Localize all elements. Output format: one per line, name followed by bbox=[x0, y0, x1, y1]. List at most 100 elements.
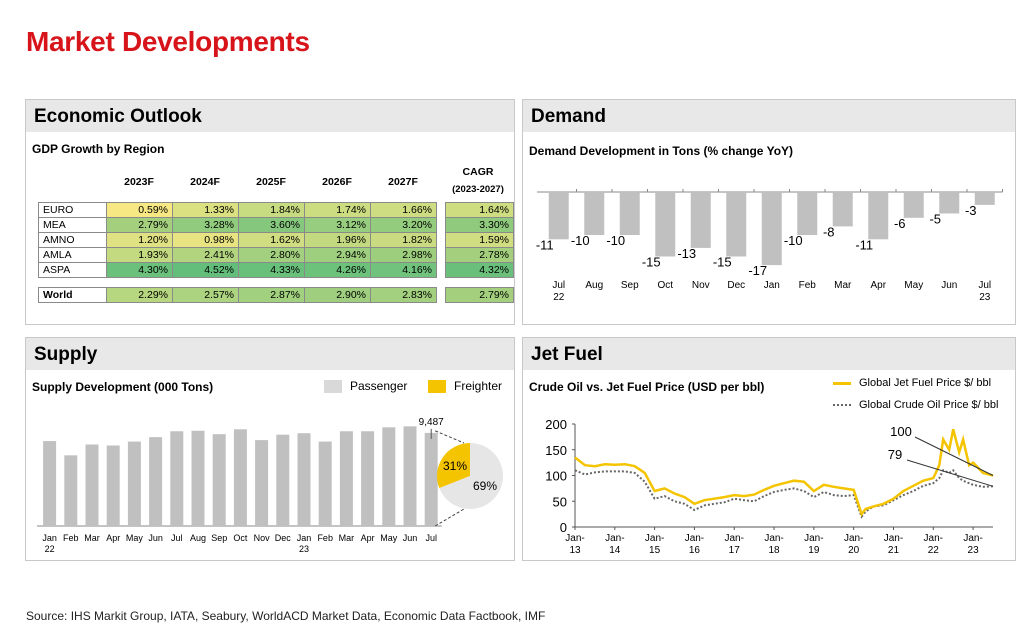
demand-value-label: -10 bbox=[571, 233, 590, 248]
demand-bar bbox=[619, 192, 640, 235]
gdp-region-label: AMNO bbox=[38, 232, 107, 248]
demand-value-label: -10 bbox=[606, 233, 625, 248]
jet-fuel-swatch bbox=[833, 381, 851, 385]
supply-category-label: Feb bbox=[317, 533, 333, 543]
gdp-row: ASPA 4.30% 4.52% 4.33% 4.26% 4.16% 4.32% bbox=[38, 262, 514, 278]
gdp-cagr-cell: 4.32% bbox=[445, 262, 514, 278]
jet-x-tick-label: 20 bbox=[848, 545, 860, 556]
gdp-cell: 1.20% bbox=[106, 232, 173, 248]
jet-x-tick-label: 15 bbox=[649, 545, 661, 556]
jet-annotation-label: 100 bbox=[890, 424, 912, 439]
jet-x-tick-label: 16 bbox=[689, 545, 701, 556]
demand-category-label: Jul bbox=[978, 280, 991, 291]
demand-value-label: -11 bbox=[536, 237, 554, 252]
gdp-region-label: ASPA bbox=[38, 262, 107, 278]
jet-x-tick-label: Jan- bbox=[844, 533, 863, 544]
gdp-cell: 2.98% bbox=[370, 247, 437, 263]
gdp-subtitle: GDP Growth by Region bbox=[32, 142, 165, 156]
pie-slice-freighter bbox=[437, 443, 470, 489]
gdp-cell: 2.80% bbox=[238, 247, 305, 263]
gdp-gap-row bbox=[38, 277, 514, 288]
gdp-cell: 4.33% bbox=[238, 262, 305, 278]
gdp-region-label: EURO bbox=[38, 202, 107, 218]
gdp-cell: 2.87% bbox=[238, 287, 305, 303]
gdp-cell: 2.79% bbox=[106, 217, 173, 233]
gdp-cell: 2.41% bbox=[172, 247, 239, 263]
supply-bar bbox=[403, 426, 417, 526]
demand-value-label: -15 bbox=[642, 255, 661, 270]
gdp-cell: 3.12% bbox=[304, 217, 371, 233]
legend-passenger: Passenger bbox=[324, 379, 407, 393]
demand-category-label: 22 bbox=[553, 292, 565, 303]
gdp-cagr-cell: 3.30% bbox=[445, 217, 514, 233]
gdp-separator bbox=[436, 202, 446, 218]
pie-label: 69% bbox=[473, 479, 497, 493]
supply-category-label: 22 bbox=[45, 544, 55, 554]
gdp-row: EURO 0.59% 1.33% 1.84% 1.74% 1.66% 1.64% bbox=[38, 202, 514, 218]
demand-value-label: -17 bbox=[748, 263, 767, 278]
jet-x-tick-label: Jan- bbox=[685, 533, 704, 544]
gdp-column-header: 2025F bbox=[256, 176, 286, 188]
gdp-column-header: 2027F bbox=[388, 176, 418, 188]
gdp-row: AMLA 1.93% 2.41% 2.80% 2.94% 2.98% 2.78% bbox=[38, 247, 514, 263]
jet-x-tick-label: Jan- bbox=[764, 533, 783, 544]
jet-x-tick-label: Jan- bbox=[565, 533, 584, 544]
jet-x-tick-label: Jan- bbox=[963, 533, 982, 544]
jet-fuel-chart: 050100150200Jan-13Jan-14Jan-15Jan-16Jan-… bbox=[545, 417, 994, 556]
supply-category-label: May bbox=[380, 533, 398, 543]
supply-category-label: Jan bbox=[297, 533, 312, 543]
demand-category-label: Dec bbox=[727, 280, 745, 291]
supply-category-label: Jun bbox=[148, 533, 163, 543]
demand-value-label: -6 bbox=[894, 216, 906, 231]
gdp-row: AMNO 1.20% 0.98% 1.62% 1.96% 1.82% 1.59% bbox=[38, 232, 514, 248]
gdp-column-header: 2023F bbox=[124, 176, 154, 188]
demand-category-label: Nov bbox=[692, 280, 710, 291]
crude-annotation-label: 79 bbox=[888, 447, 902, 462]
jet-x-tick-label: 21 bbox=[888, 545, 900, 556]
jet-x-tick-label: 13 bbox=[569, 545, 581, 556]
gdp-cell: 1.66% bbox=[370, 202, 437, 218]
gdp-separator bbox=[436, 262, 446, 278]
jet-x-tick-label: 19 bbox=[808, 545, 820, 556]
supply-bar bbox=[339, 431, 353, 526]
economic-outlook-panel: Economic Outlook GDP Growth by Region CA… bbox=[25, 99, 515, 325]
gdp-region-label: World bbox=[38, 287, 107, 303]
legend-crude: Global Crude Oil Price $/ bbl bbox=[833, 399, 998, 411]
supply-category-label: May bbox=[126, 533, 144, 543]
demand-bar bbox=[690, 192, 711, 248]
legend-jet-fuel: Global Jet Fuel Price $/ bbl bbox=[833, 377, 991, 389]
jet-x-tick-label: Jan- bbox=[804, 533, 823, 544]
demand-category-label: Mar bbox=[834, 280, 852, 291]
gdp-cell: 1.33% bbox=[172, 202, 239, 218]
jet-fuel-title: Jet Fuel bbox=[523, 338, 1015, 370]
supply-category-label: Oct bbox=[233, 533, 248, 543]
jet-y-tick-label: 150 bbox=[545, 443, 567, 458]
cagr-range: (2023-2027) bbox=[452, 184, 504, 195]
supply-category-label: Feb bbox=[63, 533, 79, 543]
supply-bar bbox=[382, 427, 396, 526]
pie-label: 31% bbox=[443, 459, 467, 473]
demand-bar bbox=[797, 192, 818, 235]
passenger-swatch bbox=[324, 379, 342, 393]
demand-title: Demand bbox=[523, 100, 1015, 132]
jet-fuel-subtitle: Crude Oil vs. Jet Fuel Price (USD per bb… bbox=[529, 380, 765, 394]
demand-category-label: 23 bbox=[979, 292, 991, 303]
gdp-cell: 1.93% bbox=[106, 247, 173, 263]
gdp-column-header: 2024F bbox=[190, 176, 220, 188]
gdp-separator bbox=[436, 287, 446, 303]
jet-x-tick-label: 23 bbox=[968, 545, 980, 556]
jet-x-tick-label: 14 bbox=[609, 545, 621, 556]
supply-bar bbox=[424, 432, 438, 526]
demand-value-label: -11 bbox=[855, 237, 873, 252]
legend-freighter: Freighter bbox=[428, 379, 502, 393]
gdp-table: EURO 0.59% 1.33% 1.84% 1.74% 1.66% 1.64% MEA 2.7… bbox=[38, 202, 514, 303]
legend-jet-fuel-label: Global Jet Fuel Price $/ bbl bbox=[859, 377, 992, 389]
crude-annotation-line bbox=[906, 459, 994, 487]
jet-x-tick-label: Jan- bbox=[605, 533, 624, 544]
jet-x-tick-label: 22 bbox=[928, 545, 940, 556]
gdp-cell: 1.74% bbox=[304, 202, 371, 218]
gdp-cell: 0.59% bbox=[106, 202, 173, 218]
demand-bar bbox=[974, 192, 995, 205]
jet-x-tick-label: Jan- bbox=[924, 533, 943, 544]
